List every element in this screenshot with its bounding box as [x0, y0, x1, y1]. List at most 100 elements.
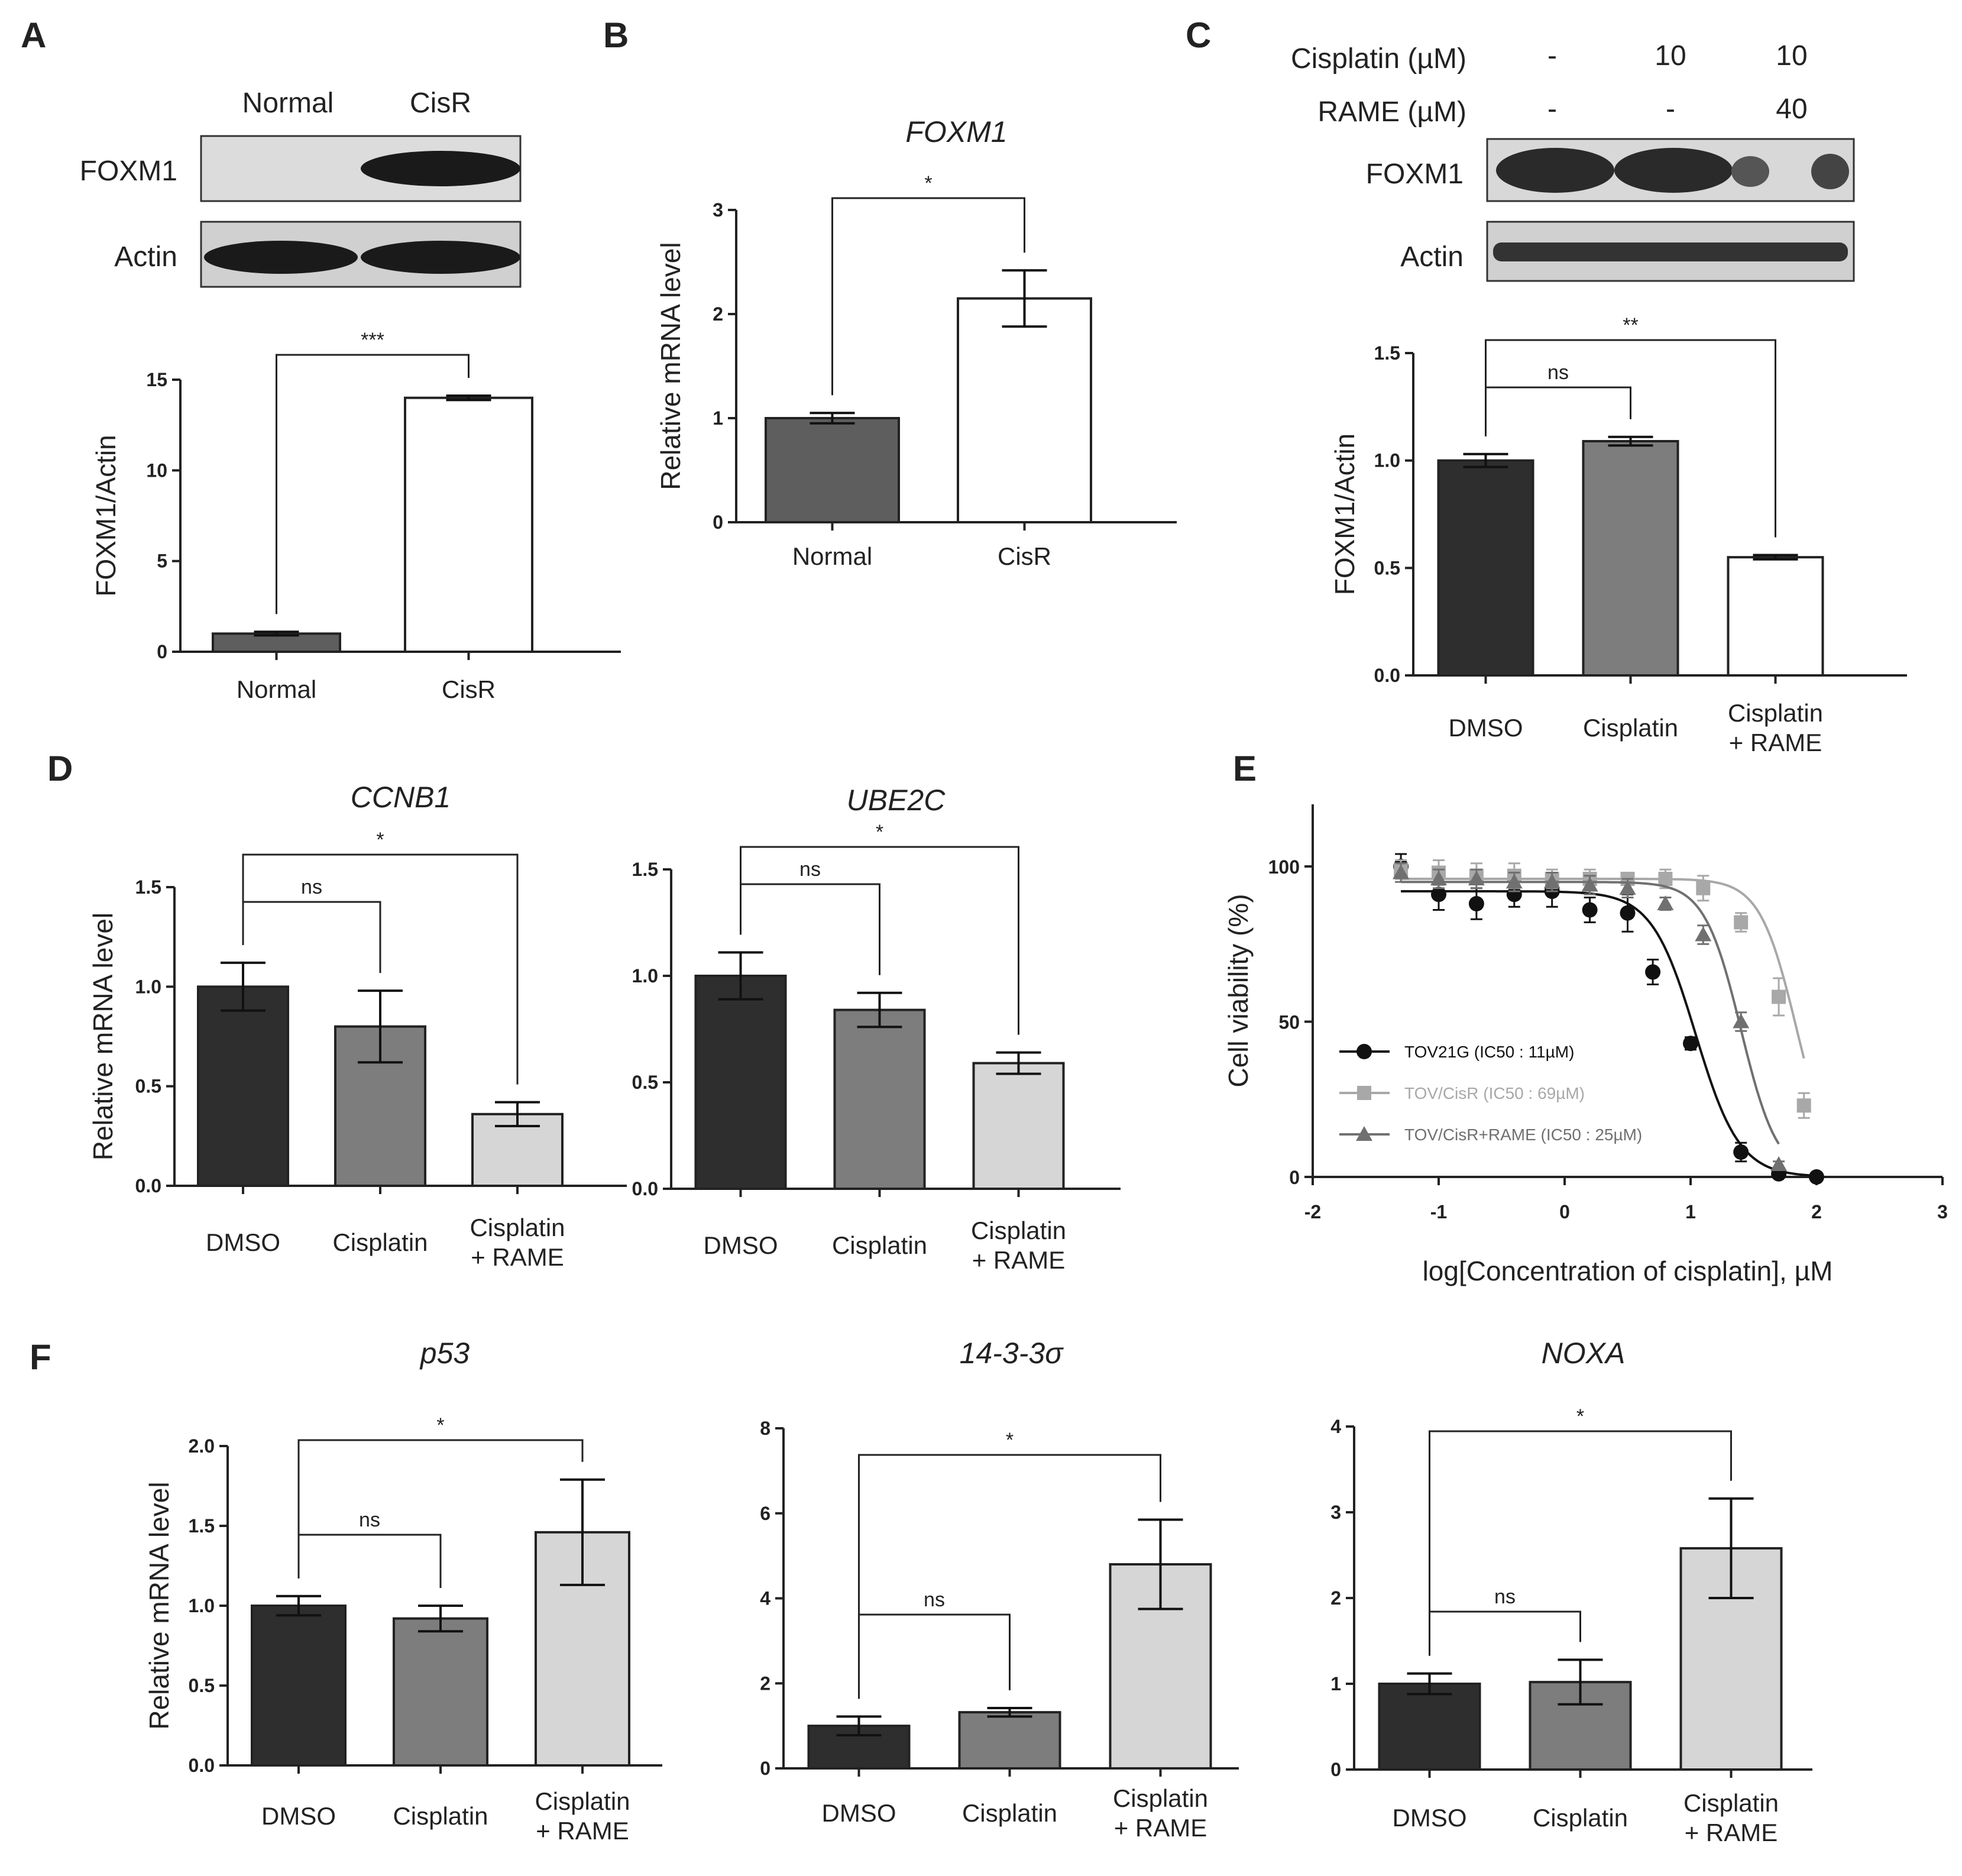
- significance-label: ***: [361, 329, 384, 351]
- bar: [957, 297, 1092, 523]
- category-label: Normal: [792, 542, 872, 570]
- category-label: Cisplatin: [832, 1231, 927, 1259]
- y-tick-label: 4: [760, 1588, 770, 1609]
- y-axis-label: Cell viability (%): [1223, 894, 1254, 1087]
- y-tick-label: 2: [760, 1673, 770, 1694]
- treat-rame-3: 40: [1776, 93, 1807, 125]
- category-label: Cisplatin: [1113, 1784, 1208, 1812]
- chart-title: CCNB1: [351, 781, 451, 814]
- y-tick-label: 0: [1289, 1167, 1300, 1188]
- x-tick-label: -1: [1430, 1201, 1447, 1222]
- category-label: + RAME: [1685, 1819, 1778, 1846]
- y-tick-label: 2.0: [189, 1435, 215, 1457]
- category-label: CisR: [442, 675, 496, 703]
- data-point: [1809, 1169, 1824, 1185]
- bar: [1727, 556, 1824, 677]
- data-point: [1543, 874, 1560, 889]
- data-point: [1620, 905, 1636, 921]
- chart-e-viability: 0 50 100 -2 -1 0 1 2 3 log[Concentration of cispl…: [1223, 804, 1948, 1286]
- y-tick-label: 1.0: [1374, 450, 1400, 471]
- blot-a-actin-band-normal: [204, 241, 358, 274]
- y-tick-label: 0: [713, 512, 723, 533]
- data-point: [1468, 871, 1485, 885]
- data-point: [1468, 896, 1484, 911]
- x-axis-label: log[Concentration of cisplatin], µM: [1423, 1256, 1833, 1286]
- y-tick-label: 1: [713, 407, 723, 429]
- panel-label-d: D: [47, 749, 73, 788]
- category-label: Cisplatin: [1728, 699, 1823, 727]
- treat-rame-1: -: [1547, 93, 1557, 125]
- y-tick-label: 0.0: [1374, 665, 1400, 686]
- y-tick-label: 0: [760, 1758, 770, 1779]
- significance-label: ns: [924, 1589, 945, 1611]
- category-label: + RAME: [1114, 1814, 1207, 1842]
- significance-label: *: [376, 829, 384, 851]
- legend-label: TOV/CisR+RAME (IC50 : 25µM): [1404, 1125, 1642, 1144]
- data-point: [1506, 874, 1523, 889]
- significance-bracket: [740, 883, 880, 975]
- chart-b: FOXM1 Relative mRNA level 0 1 2 3 Normal CisR *: [655, 115, 1177, 570]
- legend-label: TOV/CisR (IC50 : 69µM): [1404, 1084, 1585, 1102]
- y-tick-label: 3: [1330, 1502, 1341, 1523]
- chart-title: p53: [419, 1337, 470, 1370]
- category-label: Cisplatin: [962, 1799, 1057, 1827]
- category-label: DMSO: [1449, 714, 1523, 742]
- y-tick-label: 100: [1268, 856, 1300, 878]
- blot-a-foxm1-band-cisr: [361, 151, 520, 186]
- data-point: [1796, 1098, 1811, 1113]
- significance-bracket: [1485, 386, 1631, 436]
- data-point: [1393, 864, 1410, 879]
- category-label: DMSO: [206, 1228, 280, 1256]
- data-point: [1695, 926, 1712, 942]
- chart-title: UBE2C: [847, 784, 946, 817]
- significance-bracket: [858, 1454, 1161, 1699]
- treat-cis-1: -: [1547, 40, 1557, 72]
- chart-f-p53: p53 Relative mRNA level 0.0 0.5 1.0 1.5 2.0 DMS…: [144, 1337, 662, 1845]
- data-point: [1657, 895, 1674, 910]
- significance-label: *: [924, 172, 932, 195]
- blot-c-row-foxm1: FOXM1: [1366, 159, 1464, 190]
- y-tick-label: 1.5: [135, 876, 161, 898]
- category-label: Cisplatin: [971, 1217, 1066, 1244]
- data-point: [1770, 1156, 1788, 1171]
- data-point: [1733, 1013, 1750, 1028]
- blot-a-col-cisr: CisR: [410, 88, 471, 119]
- panel-label-b: B: [603, 15, 629, 55]
- y-tick-label: 0.0: [189, 1755, 215, 1776]
- bar: [694, 975, 787, 1190]
- panel-label-f: F: [30, 1337, 51, 1377]
- y-tick-label: 1.5: [632, 859, 658, 880]
- significance-bracket: [1429, 1610, 1581, 1656]
- significance-bracket: [740, 846, 1019, 1035]
- treat-cis-3: 10: [1776, 40, 1807, 72]
- bar: [958, 1711, 1061, 1770]
- y-tick-label: 15: [146, 369, 167, 390]
- blot-a-col-normal: Normal: [242, 88, 334, 119]
- blot-c: Cisplatin (µM) RAME (µM) - 10 10 - - 40 …: [1291, 40, 1855, 282]
- category-label: + RAME: [972, 1246, 1066, 1274]
- treat-label-rame: RAME (µM): [1317, 96, 1466, 128]
- y-axis-label: Relative mRNA level: [144, 1482, 174, 1729]
- bar: [197, 985, 289, 1188]
- significance-label: *: [436, 1414, 444, 1437]
- y-tick-label: 0.0: [135, 1175, 161, 1196]
- chart-c: FOXM1/Actin 0.0 0.5 1.0 1.5 DMSO Cisplatin Cisp…: [1329, 314, 1907, 756]
- y-tick-label: 1.0: [632, 965, 658, 986]
- significance-bracket: [297, 1534, 442, 1588]
- x-tick-label: 3: [1937, 1201, 1948, 1222]
- significance-bracket: [858, 1613, 1011, 1699]
- y-tick-label: 1.5: [1374, 342, 1400, 364]
- x-tick-label: 0: [1559, 1201, 1570, 1222]
- bar: [404, 396, 533, 654]
- y-tick-label: 50: [1278, 1012, 1300, 1033]
- y-axis-label: Relative mRNA level: [88, 913, 118, 1160]
- category-label: DMSO: [822, 1799, 896, 1827]
- y-tick-label: 0.5: [135, 1076, 161, 1097]
- category-label: CisR: [998, 542, 1051, 570]
- blot-c-row-actin: Actin: [1400, 241, 1464, 273]
- blot-c-foxm1-band-3b: [1811, 154, 1849, 189]
- chart-title: FOXM1: [905, 115, 1007, 148]
- panel-label-a: A: [21, 15, 46, 55]
- treat-label-cisplatin: Cisplatin (µM): [1291, 43, 1466, 75]
